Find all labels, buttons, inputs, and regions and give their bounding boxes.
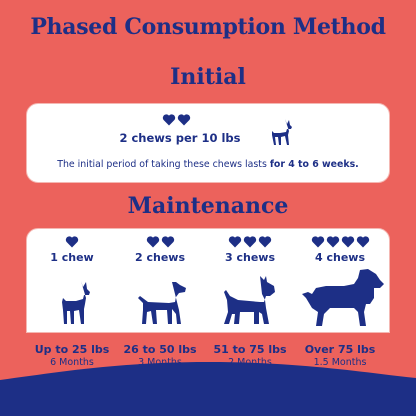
- tier-2: 2 chews: [116, 235, 204, 264]
- heart-icon: [162, 114, 176, 126]
- heart-icon: [243, 236, 257, 248]
- page-title: Phased Consumption Method: [30, 14, 386, 40]
- tier-weight: 26 to 50 lbs: [123, 343, 197, 356]
- initial-note-text: The initial period of taking these chews…: [57, 159, 270, 170]
- tier-chews: 4 chews: [314, 251, 365, 264]
- initial-dose: 2 chews per 10 lbs: [119, 131, 241, 145]
- tier-hearts: [206, 235, 294, 248]
- heart-icon: [161, 236, 174, 248]
- tier-1: 1 chew: [28, 235, 116, 264]
- heart-icon: [177, 114, 191, 126]
- tier-hearts: [28, 235, 116, 248]
- initial-card: [26, 103, 390, 183]
- heart-icon: [326, 236, 339, 248]
- boston-terrier-icon: [272, 119, 292, 145]
- tier-chews: 3 chews: [224, 251, 275, 264]
- heart-icon: [356, 236, 369, 248]
- maintenance-heading: Maintenance: [127, 193, 289, 219]
- pitbull-icon: [138, 282, 186, 324]
- tier-chews: 2 chews: [134, 251, 185, 264]
- maintenance-card: [26, 228, 390, 333]
- tier-duration: 6 Months: [50, 357, 94, 368]
- tier-duration: 3 Months: [138, 357, 182, 368]
- tier-weight: Up to 25 lbs: [34, 343, 110, 356]
- initial-heading: Initial: [170, 64, 246, 90]
- initial-note-bold: for 4 to 6 weeks.: [269, 159, 359, 170]
- tier-2-weight: 26 to 50 lbs 3 Months: [116, 343, 204, 368]
- initial-hearts: [162, 113, 191, 126]
- tier-weight: 51 to 75 lbs: [213, 343, 287, 356]
- tier-hearts: [296, 235, 384, 248]
- tier-duration: 2 Months: [228, 357, 272, 368]
- heart-icon: [146, 236, 159, 248]
- heart-icon: [228, 236, 242, 248]
- tier-weight: Over 75 lbs: [304, 343, 376, 356]
- heart-icon: [258, 236, 272, 248]
- tier-3-weight: 51 to 75 lbs 2 Months: [206, 343, 294, 368]
- spaniel-icon: [302, 269, 384, 326]
- tier-duration: 1.5 Months: [313, 357, 367, 368]
- heart-icon: [341, 236, 354, 248]
- heart-icon: [311, 236, 324, 248]
- tier-chews: 1 chew: [50, 251, 94, 264]
- boston-terrier-icon: [62, 281, 90, 324]
- tier-hearts: [116, 235, 204, 248]
- schnauzer-icon: [224, 276, 275, 324]
- tier-1-weight: Up to 25 lbs 6 Months: [28, 343, 116, 368]
- initial-note: The initial period of taking these chews…: [30, 159, 386, 170]
- tier-4-weight: Over 75 lbs 1.5 Months: [296, 343, 384, 368]
- tier-3: 3 chews: [206, 235, 294, 264]
- tier-4: 4 chews: [296, 235, 384, 264]
- heart-icon: [65, 236, 79, 248]
